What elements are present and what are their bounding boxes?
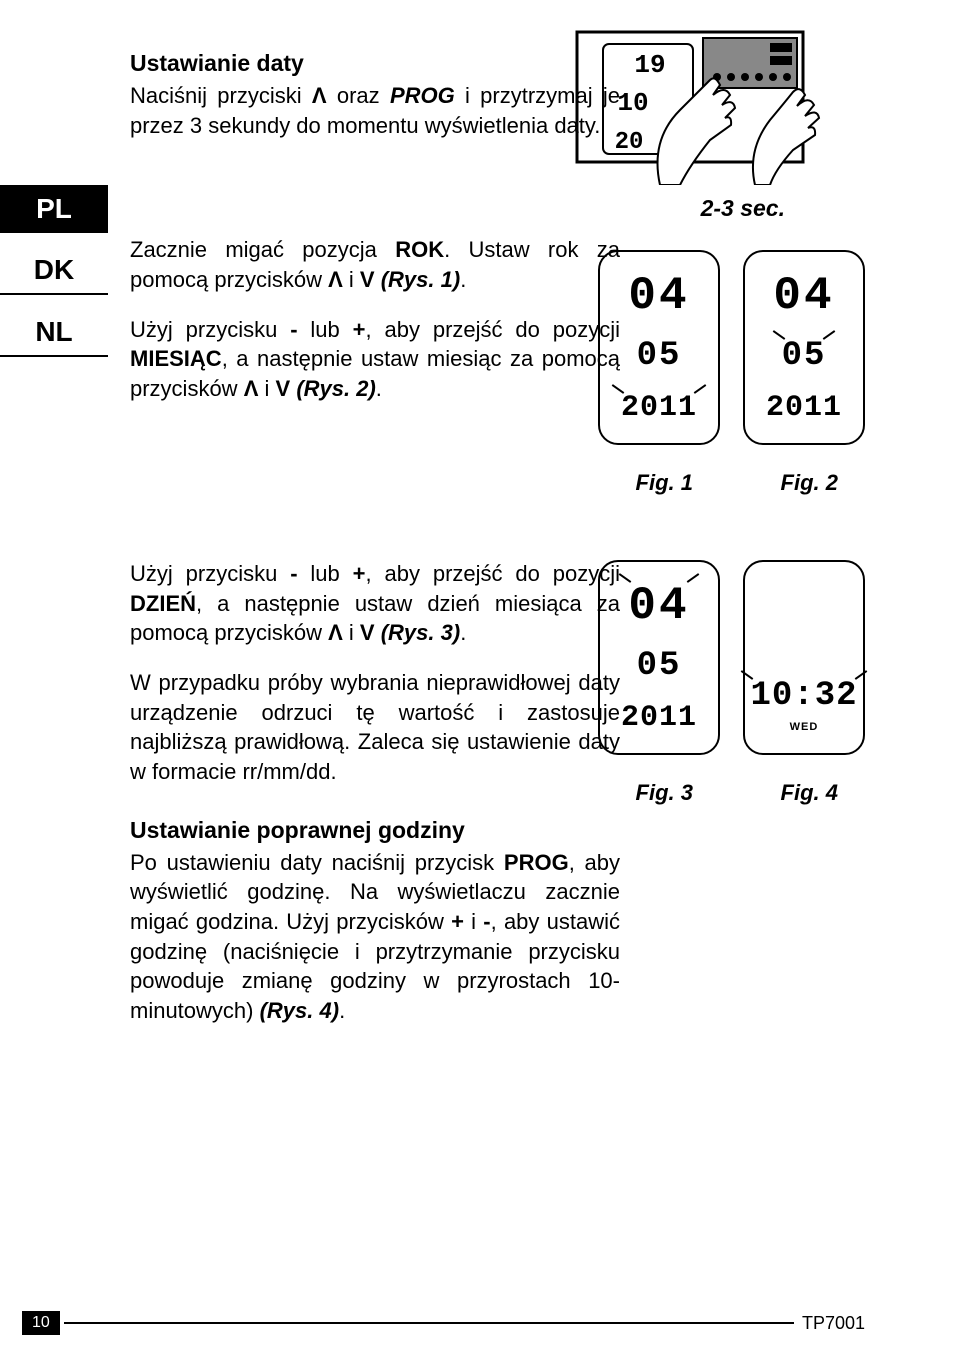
lcd-fig2: 04 05 2011 — [743, 250, 865, 445]
fig2-label: Fig. 2 — [781, 470, 838, 496]
section2-para1: Zacznie migać pozycja ROK. Ustaw rok za … — [130, 235, 620, 294]
lang-tab-dk: DK — [0, 247, 108, 295]
lcd-fig4: 10:32 WED — [743, 560, 865, 755]
language-tabs: PL DK NL — [0, 185, 108, 371]
lang-tab-nl: NL — [0, 309, 108, 357]
lcd-fig3: 04 05 2011 — [598, 560, 720, 755]
lang-active: PL — [0, 185, 108, 233]
section4-heading: Ustawianie poprawnej godziny — [130, 817, 865, 844]
fig2-bot: 2011 — [766, 391, 842, 425]
fig3-bot: 2011 — [621, 701, 697, 735]
section4-para: Po ustawieniu daty naciśnij przycisk PRO… — [130, 848, 620, 1026]
footer-line — [64, 1322, 794, 1324]
svg-text:19: 19 — [634, 50, 665, 80]
section3-para2: W przypadku próby wybrania nieprawidłowe… — [130, 668, 620, 787]
footer: 10 TP7001 — [0, 1310, 960, 1336]
fig3-label: Fig. 3 — [636, 780, 693, 806]
svg-text:20: 20 — [615, 129, 644, 156]
section3-para1: Użyj przycisku - lub +, aby przejść do p… — [130, 559, 620, 648]
sec-label: 2-3 sec. — [701, 195, 785, 222]
footer-model: TP7001 — [802, 1313, 865, 1334]
page-number: 10 — [22, 1311, 60, 1335]
section2-para2: Użyj przycisku - lub +, aby przejść do p… — [130, 315, 620, 404]
fig3-mid: 05 — [637, 647, 682, 685]
lcd-fig1: 04 05 2011 — [598, 250, 720, 445]
device-illustration: 19 10 20 — [575, 30, 865, 185]
svg-text:10: 10 — [617, 88, 648, 118]
section1-para: Naciśnij przyciski Λ oraz PROG i przytrz… — [130, 81, 620, 140]
fig4-label: Fig. 4 — [781, 780, 838, 806]
fig2-top: 04 — [773, 270, 834, 322]
fig4-day: WED — [790, 721, 819, 733]
fig1-label: Fig. 1 — [636, 470, 693, 496]
fig1-mid: 05 — [637, 337, 682, 375]
fig1-top: 04 — [628, 270, 689, 322]
